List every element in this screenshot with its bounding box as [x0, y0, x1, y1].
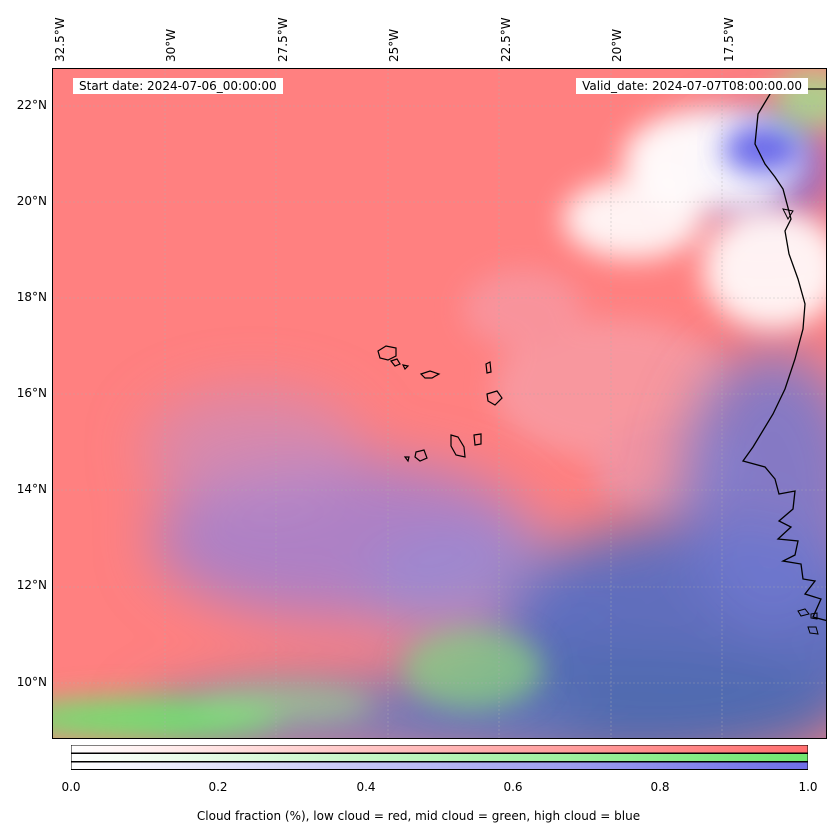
- colorbar-low-cloud: [71, 745, 808, 754]
- island-fogo: [414, 449, 428, 462]
- island-brava: [403, 456, 410, 463]
- colorbar: [71, 745, 808, 770]
- cape-verde-islands: [377, 345, 503, 463]
- lon-label-25w: 25°W: [387, 28, 401, 62]
- lat-label-14n: 14°N: [16, 482, 47, 496]
- island-santo-antao: [377, 345, 397, 361]
- lat-label-20n: 20°N: [16, 194, 47, 208]
- cloud-fraction-map: Start date: 2024-07-06_00:00:00 Valid_da…: [52, 68, 827, 739]
- island-sal: [485, 361, 492, 374]
- island-maio: [473, 433, 482, 446]
- mid-cloud-layer: [53, 629, 543, 738]
- lon-label-22-5w: 22.5°W: [499, 17, 513, 62]
- colorbar-tick-0: 0.0: [61, 780, 81, 794]
- overlapping-cloud-white: [563, 109, 826, 329]
- colorbar-tick-1: 0.2: [208, 780, 228, 794]
- start-date-label: Start date: 2024-07-06_00:00:00: [73, 78, 283, 94]
- lat-label-22n: 22°N: [16, 98, 47, 112]
- africa-coastline-inner: [782, 208, 794, 221]
- island-sao-nicolau: [419, 370, 441, 379]
- colorbar-tick-2: 0.4: [356, 780, 376, 794]
- island-boa-vista: [486, 390, 503, 406]
- map-canvas: [53, 69, 826, 738]
- lon-label-30w: 30°W: [164, 28, 178, 62]
- island-santiago: [450, 434, 466, 458]
- colorbar-tick-4: 0.8: [650, 780, 670, 794]
- colorbar-caption: Cloud fraction (%), low cloud = red, mid…: [196, 809, 641, 823]
- island-sao-vicente: [389, 358, 401, 367]
- colorbar-mid-cloud: [71, 753, 808, 762]
- valid-date-label: Valid_date: 2024-07-07T08:00:00.00: [576, 78, 808, 94]
- africa-coastline: [741, 88, 826, 622]
- lat-label-16n: 16°N: [16, 386, 47, 400]
- lon-label-32-5w: 32.5°W: [53, 17, 67, 62]
- lon-label-20w: 20°W: [610, 28, 624, 62]
- bissagos-islands: [797, 608, 819, 635]
- lon-label-27-5w: 27.5°W: [276, 17, 290, 62]
- lon-label-17-5w: 17.5°W: [722, 17, 736, 62]
- colorbar-tick-3: 0.6: [503, 780, 523, 794]
- colorbar-high-cloud: [71, 761, 808, 770]
- graticule: [53, 69, 826, 738]
- island-santa-luzia: [401, 364, 410, 371]
- colorbar-tick-5: 1.0: [798, 780, 818, 794]
- lat-label-12n: 12°N: [16, 578, 47, 592]
- lat-label-18n: 18°N: [16, 290, 47, 304]
- lat-label-10n: 10°N: [16, 675, 47, 689]
